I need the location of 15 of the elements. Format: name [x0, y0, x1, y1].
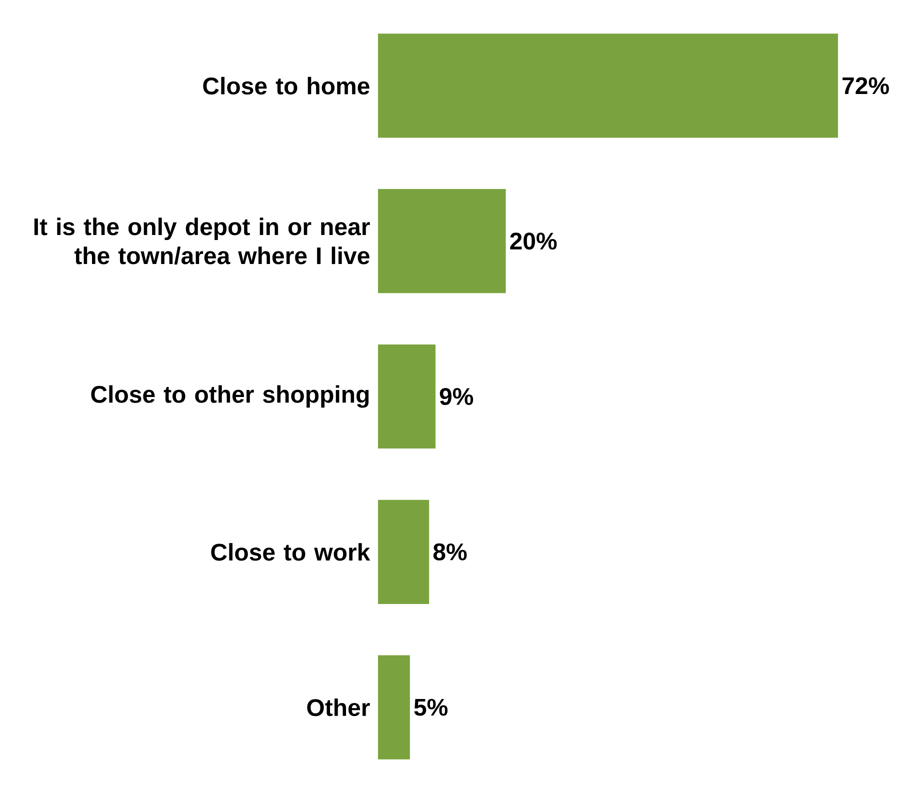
bar	[378, 655, 410, 760]
data-label: 5%	[414, 698, 448, 716]
data-label: 72%	[842, 77, 889, 94]
bar	[378, 500, 430, 604]
data-label: 8%	[433, 543, 467, 560]
data-label: 20%	[510, 232, 557, 250]
y-tick-label: Other	[307, 698, 370, 716]
y-tick-label: Close to home	[203, 76, 370, 95]
y-tick-label: Close to other shopping	[91, 385, 369, 408]
bar	[378, 189, 506, 294]
bar	[378, 34, 838, 138]
y-tick-label: It is the only depot in or near the town/area where I live	[34, 218, 370, 265]
data-label: 9%	[440, 388, 474, 405]
y-tick-label: Close to work	[211, 543, 370, 561]
bar	[378, 344, 436, 449]
